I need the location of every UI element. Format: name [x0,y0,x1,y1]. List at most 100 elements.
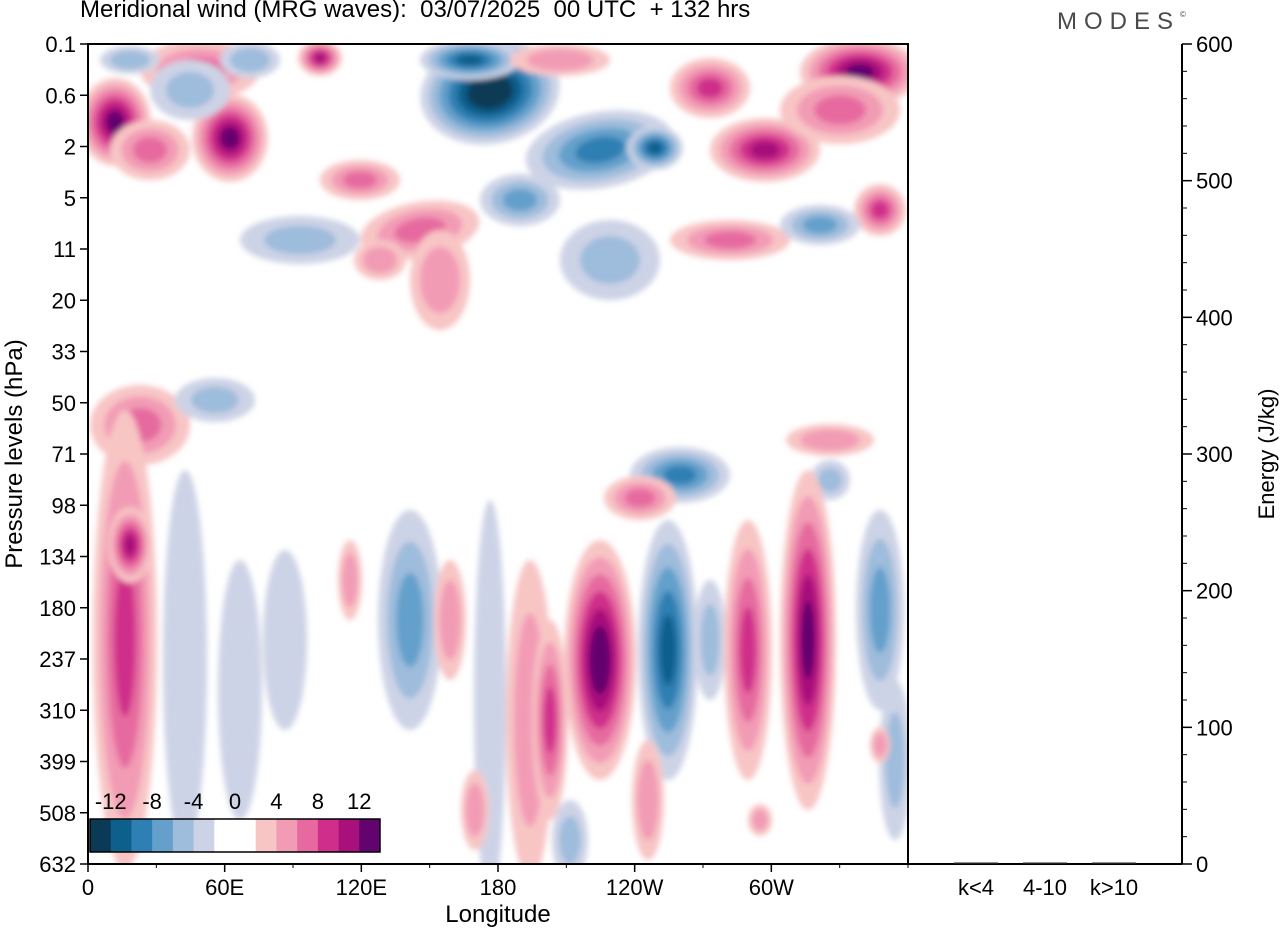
contour-band [221,127,239,149]
contour-band [439,580,461,660]
contour-band [637,760,659,840]
contour-band [873,733,887,757]
energy-bar [1023,862,1067,864]
x-axis-label: Longitude [445,901,550,928]
logo-mark: © [1180,10,1186,19]
colorbar-swatch [276,819,298,852]
energy-tick-label: 100 [1196,715,1233,740]
contour-band [696,78,724,98]
contour-band [132,137,168,163]
x-tick-label: 120W [606,875,664,900]
y-tick-label: 20 [52,288,76,313]
colorbar-swatch [235,819,257,852]
colorbar-swatch [152,819,174,852]
colorbar-swatch [297,819,319,852]
contour-band [465,783,485,837]
energy-tick-label: 0 [1196,852,1208,877]
energy-category-label: k>10 [1090,875,1138,900]
contour-band [191,386,239,414]
energy-tick-label: 200 [1196,579,1233,604]
energy-axis-label: Energy (J/kg) [1254,389,1279,520]
colorbar-swatch [359,819,381,852]
y-tick-label: 632 [39,852,76,877]
contour-field [88,44,908,864]
contour-band [624,488,656,508]
colorbar-swatch [172,819,195,852]
x-tick-label: 180 [480,875,517,900]
y-tick-label: 2 [64,135,76,160]
energy-category-label: k<4 [958,875,994,900]
contour-band [750,141,780,159]
contour-band [580,236,640,284]
y-tick-label: 180 [39,596,76,621]
colorbar-swatch [214,819,236,852]
colorbar-swatch [193,819,215,852]
contour-band [476,81,504,103]
colorbar-swatch [338,819,360,852]
contour-band [871,201,889,219]
colorbar-label: 0 [229,789,241,814]
contour-band [456,54,484,66]
colorbar: -12 -8 -4 0 4 8 12 [89,789,381,853]
energy-bar [1092,862,1136,864]
colorbar-swatch [131,819,153,852]
x-tick-label: 0 [82,875,94,900]
contour-band [314,53,326,63]
contour-band [263,550,307,730]
colorbar-label: -4 [184,789,204,814]
colorbar-frame [89,818,381,853]
y-tick-label: 310 [39,698,76,723]
contour-band [342,553,358,607]
y-tick-label: 237 [39,647,76,672]
y-tick-label: 399 [39,750,76,775]
colorbar-swatch [90,819,112,852]
energy-category-label: 4-10 [1023,875,1067,900]
contour-band [801,600,815,680]
contour-band [362,246,398,274]
y-tick-label: 134 [39,545,76,570]
contour-band [106,111,124,133]
colorbar-swatch [255,819,277,852]
contour-band [342,171,378,189]
contour-band [659,614,677,686]
y-tick-label: 11 [53,237,76,262]
energy-bar [954,862,998,864]
contour-band [396,572,424,668]
contour-band [114,563,136,717]
colorbar-label: 12 [347,789,371,814]
contour-band [420,246,460,314]
contour-band [166,72,214,108]
x-tick-label: 60W [749,875,794,900]
contour-band [575,136,625,164]
contour-shapes [88,44,908,864]
contour-band [110,50,150,70]
contour-band [218,560,262,820]
contour-band [647,142,663,154]
contour-band [544,686,556,754]
contour-band [264,225,336,255]
figure-title: Meridional wind (MRG waves): 03/07/2025 … [80,0,751,23]
x-tick-label: 60E [205,875,244,900]
contour-band [502,188,538,212]
contour-band [230,48,270,72]
contour-band [589,625,611,695]
energy-tick-label: 300 [1196,442,1233,467]
y-tick-label: 508 [39,801,76,826]
y-tick-label: 71 [52,442,76,467]
colorbar-swatch [110,819,132,852]
y-axis-label: Pressure levels (hPa) [1,339,28,568]
contour-band [846,64,874,80]
axes: 0.1 0.6 2 5 11 20 33 50 71 98 134 180 237 310 399 508 63… [1,32,909,928]
contour-band [740,606,756,694]
contour-band [663,465,697,485]
colorbar-label: -8 [142,789,162,814]
energy-tick-label: 500 [1196,169,1233,194]
colorbar-label: -12 [95,789,127,814]
contour-band [700,604,720,676]
contour-band [814,95,866,125]
colorbar-label: 4 [270,789,282,814]
y-tick-label: 33 [52,340,76,365]
contour-band [752,809,768,831]
colorbar-label: 8 [312,789,324,814]
contour-band [800,429,860,451]
